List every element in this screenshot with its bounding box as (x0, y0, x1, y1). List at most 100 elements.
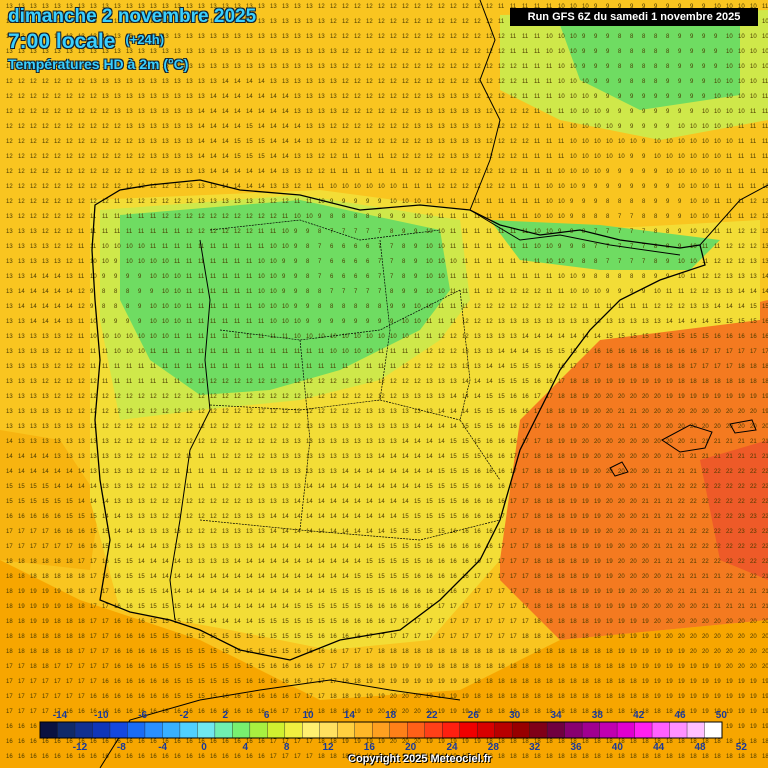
temp-value: 10 (726, 64, 733, 70)
temp-value: 16 (258, 754, 265, 760)
temp-value: 13 (42, 49, 49, 55)
temp-value: 21 (678, 589, 685, 595)
temp-value: 17 (306, 754, 313, 760)
temp-value: 10 (102, 259, 109, 265)
temp-value: 15 (390, 559, 397, 565)
temp-value: 12 (162, 184, 169, 190)
temp-value: 16 (270, 679, 277, 685)
temp-value: 13 (126, 79, 133, 85)
temp-value: 17 (558, 379, 565, 385)
temp-value: 11 (198, 454, 205, 460)
temp-value: 9 (414, 289, 418, 295)
temp-value: 12 (222, 214, 229, 220)
temp-value: 10 (450, 259, 457, 265)
temp-value: 14 (198, 589, 205, 595)
temp-value: 19 (750, 709, 757, 715)
temp-value: 8 (318, 289, 322, 295)
temp-value: 13 (438, 394, 445, 400)
temp-value: 19 (666, 649, 673, 655)
temp-value: 12 (342, 394, 349, 400)
temp-value: 22 (702, 514, 709, 520)
temp-value: 8 (390, 289, 394, 295)
temp-value: 16 (270, 709, 277, 715)
temp-value: 18 (546, 619, 553, 625)
temp-value: 9 (690, 4, 694, 10)
temp-value: 12 (486, 289, 493, 295)
temp-value: 7 (342, 229, 346, 235)
temp-value: 16 (714, 334, 721, 340)
temp-value: 12 (90, 184, 97, 190)
temp-value: 18 (570, 694, 577, 700)
temp-value: 19 (714, 664, 721, 670)
temp-value: 13 (150, 19, 157, 25)
temp-value: 11 (426, 184, 433, 190)
temp-value: 9 (114, 274, 118, 280)
legend-top-label: 38 (592, 710, 604, 721)
temp-value: 11 (378, 154, 385, 160)
temp-value: 12 (510, 154, 517, 160)
temp-value: 20 (690, 649, 697, 655)
temp-value: 16 (126, 589, 133, 595)
temp-value: 12 (246, 409, 253, 415)
temp-value: 12 (30, 94, 37, 100)
temp-value: 11 (210, 289, 217, 295)
temp-value: 16 (162, 754, 169, 760)
temp-value: 16 (6, 754, 13, 760)
temp-value: 18 (618, 679, 625, 685)
legend-bottom-label: 16 (364, 742, 376, 753)
temp-value: 11 (186, 259, 193, 265)
temp-value: 12 (150, 484, 157, 490)
temp-value: 13 (210, 199, 217, 205)
temp-value: 7 (618, 214, 622, 220)
temp-value: 20 (762, 649, 768, 655)
temp-value: 12 (66, 229, 73, 235)
temp-value: 21 (642, 514, 649, 520)
temp-value: 8 (618, 64, 622, 70)
temp-value: 13 (534, 319, 541, 325)
temp-value: 14 (378, 514, 385, 520)
temp-value: 11 (498, 19, 505, 25)
temp-value: 10 (726, 49, 733, 55)
temp-value: 16 (54, 739, 61, 745)
temp-value: 8 (402, 244, 406, 250)
temp-value: 15 (354, 574, 361, 580)
temp-value: 14 (222, 154, 229, 160)
temp-value: 9 (114, 319, 118, 325)
temp-value: 16 (114, 664, 121, 670)
legend-bottom-label: 32 (529, 742, 541, 753)
temp-value: 13 (270, 49, 277, 55)
temp-value: 12 (6, 124, 13, 130)
temp-value: 11 (498, 259, 505, 265)
temp-value: 12 (246, 454, 253, 460)
temp-value: 17 (78, 559, 85, 565)
temp-value: 21 (630, 409, 637, 415)
temp-value: 16 (294, 649, 301, 655)
temp-value: 15 (378, 559, 385, 565)
temp-value: 16 (66, 709, 73, 715)
temp-value: 22 (726, 544, 733, 550)
temp-value: 10 (354, 334, 361, 340)
temp-value: 9 (654, 274, 658, 280)
temp-value: 13 (282, 439, 289, 445)
temp-value: 12 (522, 139, 529, 145)
temp-value: 12 (102, 169, 109, 175)
temp-value: 12 (402, 379, 409, 385)
temp-value: 12 (150, 469, 157, 475)
temp-value: 11 (522, 4, 529, 10)
temp-value: 11 (246, 259, 253, 265)
temp-value: 10 (750, 34, 757, 40)
temp-value: 12 (174, 184, 181, 190)
temp-value: 14 (258, 79, 265, 85)
temp-value: 13 (294, 469, 301, 475)
temp-value: 11 (606, 304, 613, 310)
temp-value: 18 (558, 454, 565, 460)
temp-value: 9 (702, 64, 706, 70)
temp-value: 10 (102, 334, 109, 340)
temp-value: 12 (54, 109, 61, 115)
temp-value: 11 (522, 274, 529, 280)
legend-bottom-label: -8 (117, 742, 126, 753)
temp-value: 12 (426, 154, 433, 160)
temp-value: 18 (66, 634, 73, 640)
temp-value: 18 (498, 754, 505, 760)
temp-value: 10 (702, 154, 709, 160)
